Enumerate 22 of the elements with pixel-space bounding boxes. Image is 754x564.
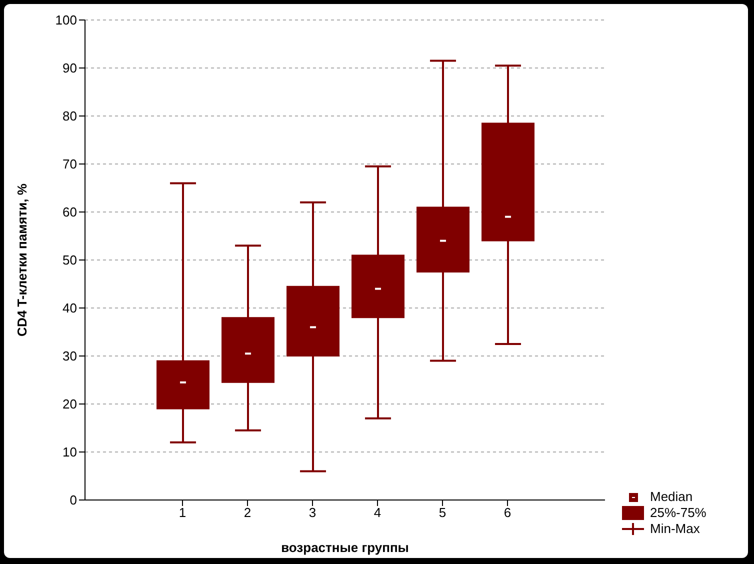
y-tick-label: 0 (70, 492, 77, 508)
y-tick-label: 100 (55, 12, 77, 28)
text: Min-Max (650, 521, 700, 537)
x-axis-title: возрастные группы (281, 540, 409, 555)
x-tick-label: 3 (308, 505, 316, 520)
y-tick-label: 50 (62, 252, 77, 268)
x-tick-label: 1 (178, 505, 186, 520)
y-tick-label: 10 (62, 444, 77, 460)
x-tick-label: 5 (438, 505, 446, 520)
y-tick-label: 70 (62, 156, 77, 172)
y-tick-label: 20 (62, 396, 77, 412)
text: Median (650, 489, 693, 505)
y-tick-label: 30 (62, 348, 77, 364)
x-tick-label: 6 (504, 505, 512, 520)
text: 25%-75% (650, 505, 706, 521)
x-tick-label: 2 (244, 505, 252, 520)
y-tick-label: 90 (62, 60, 77, 76)
y-tick-label: 60 (62, 204, 77, 220)
x-tick-label: 4 (374, 505, 382, 520)
y-tick-label: 40 (62, 300, 77, 316)
y-tick-label: 80 (62, 108, 77, 124)
y-axis-title: CD4 T-клетки памяти, % (14, 183, 30, 336)
